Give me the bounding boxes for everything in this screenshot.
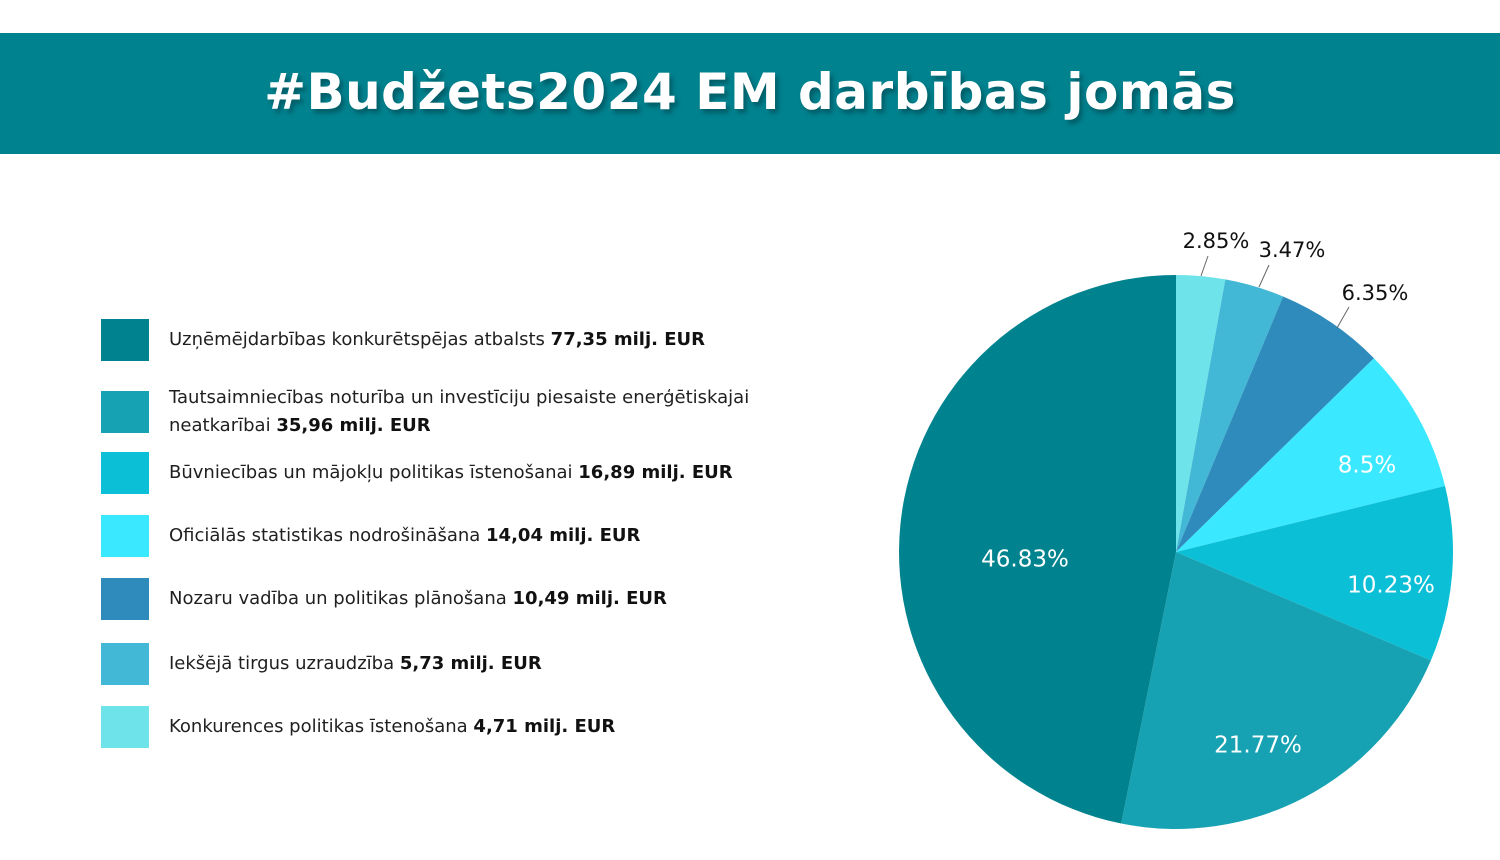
legend-label-text: Tautsaimniecības noturība un investīciju… xyxy=(169,387,750,436)
slice-percent-label: 6.35% xyxy=(1342,281,1409,305)
legend-label: Nozaru vadība un politikas plānošana 10,… xyxy=(169,585,789,613)
slice-percent-label: 21.77% xyxy=(1214,733,1302,759)
slice-percent-label: 10.23% xyxy=(1347,573,1435,599)
legend-label-text: Nozaru vadība un politikas plānošana xyxy=(169,588,507,609)
legend-item-official-statistics: Oficiālās statistikas nodrošināšana 14,0… xyxy=(101,515,789,557)
slice-percent-label: 2.85% xyxy=(1183,229,1250,253)
legend-swatch xyxy=(101,391,149,433)
legend-value: 10,49 milj. EUR xyxy=(512,588,667,609)
pie-slice xyxy=(1176,358,1446,552)
legend-label-text: Konkurences politikas īstenošana xyxy=(169,716,468,737)
slice-percent-label: 8.5% xyxy=(1338,453,1396,479)
legend-item-business-competitiveness: Uzņēmējdarbības konkurētspējas atbalsts … xyxy=(101,319,789,361)
legend-label: Oficiālās statistikas nodrošināšana 14,0… xyxy=(169,522,789,550)
leader-line xyxy=(1336,306,1350,329)
legend-value: 77,35 milj. EUR xyxy=(550,329,706,350)
legend-swatch xyxy=(101,515,149,557)
legend-label: Iekšējā tirgus uzraudzība 5,73 milj. EUR xyxy=(169,650,789,678)
leader-line xyxy=(1258,264,1270,288)
legend-swatch xyxy=(101,452,149,494)
legend-label-text: Oficiālās statistikas nodrošināšana xyxy=(169,525,481,546)
pie-slice xyxy=(899,275,1176,824)
legend-item-economic-resilience: Tautsaimniecības noturība un investīciju… xyxy=(101,384,789,440)
legend-value: 14,04 milj. EUR xyxy=(486,525,641,546)
legend-value: 4,71 milj. EUR xyxy=(473,716,616,737)
leader-line xyxy=(1200,255,1209,277)
page-title: #Budžets2024 EM darbības jomās xyxy=(264,62,1236,121)
slice-percent-label: 3.47% xyxy=(1259,238,1326,262)
slice-percent-label: 46.83% xyxy=(981,547,1069,573)
legend-item-construction-housing: Būvniecības un mājokļu politikas īstenoš… xyxy=(101,452,789,494)
legend-item-competition-policy: Konkurences politikas īstenošana 4,71 mi… xyxy=(101,706,789,748)
legend-value: 5,73 milj. EUR xyxy=(399,653,542,674)
legend-label-text: Iekšējā tirgus uzraudzība xyxy=(169,653,395,674)
legend-label: Tautsaimniecības noturība un investīciju… xyxy=(169,384,789,440)
legend-value: 35,96 milj. EUR xyxy=(276,415,431,436)
legend-swatch xyxy=(101,319,149,361)
pie-slice xyxy=(1176,485,1453,661)
pie-slice xyxy=(1176,275,1226,552)
pie-slice xyxy=(1176,296,1374,552)
legend-item-sector-management: Nozaru vadība un politikas plānošana 10,… xyxy=(101,578,789,620)
legend-value: 16,89 milj. EUR xyxy=(578,462,733,483)
pie-slice xyxy=(1121,552,1431,829)
legend-label: Konkurences politikas īstenošana 4,71 mi… xyxy=(169,713,789,741)
legend-label-text: Būvniecības un mājokļu politikas īstenoš… xyxy=(169,462,573,483)
legend-swatch xyxy=(101,578,149,620)
legend-label: Uzņēmējdarbības konkurētspējas atbalsts … xyxy=(169,326,789,354)
pie-slice xyxy=(1176,279,1284,552)
title-banner: #Budžets2024 EM darbības jomās xyxy=(0,33,1500,154)
legend-item-internal-market: Iekšējā tirgus uzraudzība 5,73 milj. EUR xyxy=(101,643,789,685)
legend-label: Būvniecības un mājokļu politikas īstenoš… xyxy=(169,459,789,487)
legend-swatch xyxy=(101,643,149,685)
legend-label-text: Uzņēmējdarbības konkurētspējas atbalsts xyxy=(169,329,545,350)
legend-swatch xyxy=(101,706,149,748)
